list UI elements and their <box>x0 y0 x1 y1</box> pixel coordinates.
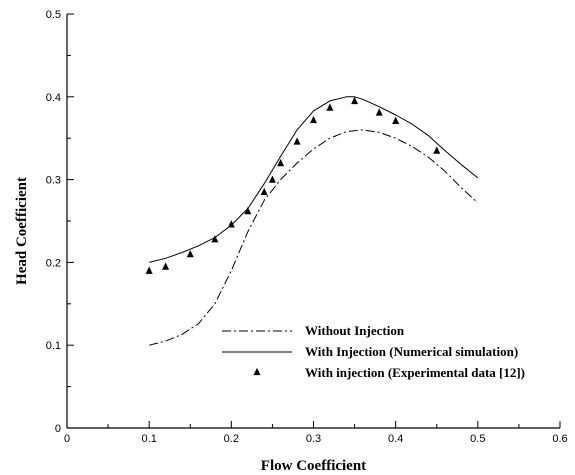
numerical-simulation-line <box>149 96 479 263</box>
y-tick-label: 0.1 <box>46 340 61 352</box>
x-tick-label: 0.5 <box>470 433 485 445</box>
experimental-data-point <box>392 116 400 124</box>
x-axis-title: Flow Coefficient <box>261 458 366 474</box>
experimental-data-point <box>186 249 194 258</box>
legend-label: Without Injection <box>305 323 405 338</box>
x-tick-label: 0.6 <box>552 433 567 445</box>
legend-label: With injection (Experimental data [12]) <box>305 365 525 380</box>
legend: Without Injection With Injection (Numeric… <box>222 323 525 380</box>
legend-marker-triangle <box>253 367 261 376</box>
x-tick-label: 0.1 <box>142 433 157 445</box>
experimental-data-point <box>326 103 334 111</box>
legend-label: With Injection (Numerical simulation) <box>305 344 518 359</box>
experimental-data-point <box>351 96 359 105</box>
experimental-data-point <box>227 220 235 228</box>
y-tick-label: 0.4 <box>46 92 61 104</box>
y-tick-label: 0.5 <box>46 9 61 21</box>
experimental-data-point <box>277 158 285 167</box>
experimental-data-point <box>211 235 219 243</box>
experimental-data-point <box>268 175 276 183</box>
series-layer <box>145 96 479 346</box>
y-axis-title: Head Coefficient <box>14 177 30 285</box>
experimental-data-point <box>375 108 383 116</box>
without-injection-line <box>149 129 479 346</box>
experimental-data-point <box>293 137 301 145</box>
experimental-data-point <box>433 146 441 154</box>
y-tick-label: 0.3 <box>46 175 61 187</box>
experimental-data-point <box>145 266 153 274</box>
y-axis-ticks: 0 0.1 0.2 0.3 0.4 0.5 <box>46 9 74 435</box>
experimental-data-point <box>162 262 170 270</box>
x-axis-ticks: 0 0.1 0.2 0.3 0.4 0.5 0.6 <box>64 421 568 445</box>
x-tick-label: 0 <box>64 433 70 445</box>
experimental-data-point <box>260 187 268 196</box>
experimental-data-point <box>244 206 252 215</box>
y-tick-label: 0 <box>55 423 61 435</box>
x-tick-label: 0.3 <box>306 433 321 445</box>
y-tick-label: 0.2 <box>46 257 61 269</box>
x-tick-label: 0.2 <box>224 433 239 445</box>
x-tick-label: 0.4 <box>388 433 403 445</box>
experimental-data-point <box>310 115 317 124</box>
